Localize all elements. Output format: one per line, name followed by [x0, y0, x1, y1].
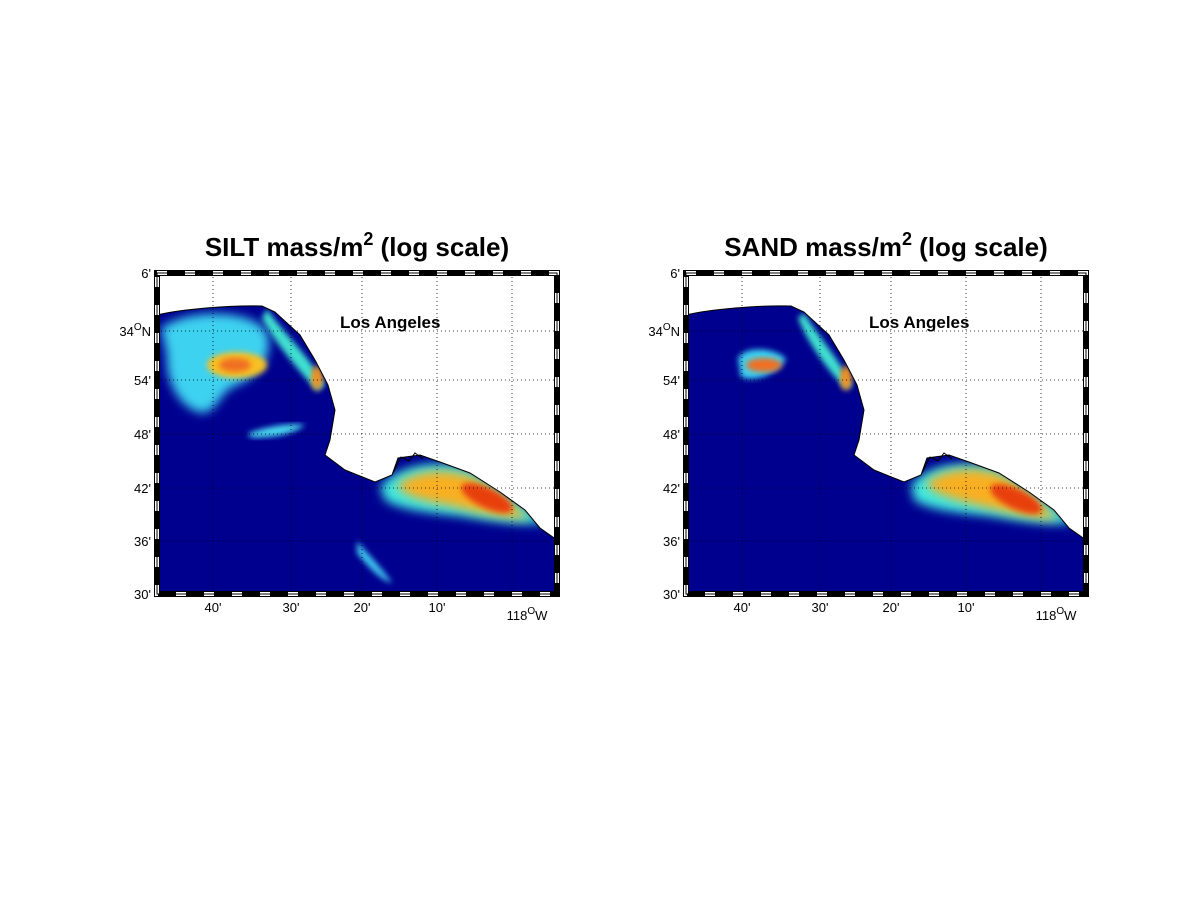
y-tick-label: 54' [134, 373, 151, 388]
plumes [161, 309, 545, 583]
x-tick-label: 20' [883, 600, 900, 615]
concentration-plume [249, 424, 305, 438]
land [157, 273, 557, 541]
plumes [738, 313, 1074, 524]
y-tick-label-text: 48' [663, 427, 680, 442]
y-tick-label-text: 36' [663, 534, 680, 549]
y-tick-label: 34ON [648, 322, 680, 339]
x-tick-label: 30' [283, 600, 300, 615]
x-tick-label-text: 30' [283, 600, 300, 615]
map-title-text: SAND mass/m [724, 232, 902, 262]
y-tick-label: 6' [670, 266, 680, 281]
concentration-plume [357, 541, 392, 583]
map-border [156, 272, 558, 595]
x-tick-label-suffix: W [1064, 608, 1077, 623]
y-tick-label: 48' [663, 427, 680, 442]
concentration-plume [840, 366, 852, 390]
y-tick-label-text: 30' [134, 587, 151, 602]
y-tick-label-text: 54' [663, 373, 680, 388]
map-area [157, 273, 557, 594]
y-tick-label: 54' [663, 373, 680, 388]
map-title-text: SILT mass/m [205, 232, 363, 262]
y-tick-label-sup: O [134, 322, 142, 333]
x-tick-label: 40' [205, 600, 222, 615]
harbor-detail [921, 452, 953, 474]
map-border [685, 272, 1087, 595]
x-tick-label-text: 20' [354, 600, 371, 615]
x-tick-label: 30' [812, 600, 829, 615]
concentration-plume [219, 358, 251, 372]
y-tick-label-sup: O [663, 322, 671, 333]
y-tick-label: 34ON [119, 322, 151, 339]
map-panel: SAND mass/m2 (log scale)Los Angeles6'34O… [648, 229, 1089, 623]
place-label: Los Angeles [869, 313, 969, 332]
y-tick-label: 48' [134, 427, 151, 442]
map-title-suffix: (log scale) [373, 232, 509, 262]
y-tick-label-text: 34 [648, 324, 662, 339]
y-tick-label-text: 6' [141, 266, 151, 281]
x-tick-label: 40' [734, 600, 751, 615]
y-tick-label-text: 48' [134, 427, 151, 442]
x-tick-label-suffix: W [535, 608, 548, 623]
concentration-plume [798, 313, 852, 389]
y-tick-label-suffix: N [142, 324, 151, 339]
map-title-suffix: (log scale) [912, 232, 1048, 262]
concentration-plume [461, 483, 513, 513]
y-tick-label-text: 34 [119, 324, 133, 339]
x-tick-label-text: 10' [429, 600, 446, 615]
concentration-plume [311, 366, 323, 390]
x-tick-label-text: 118 [507, 608, 528, 623]
harbor-detail [392, 452, 424, 474]
x-tick-label-text: 118 [1036, 608, 1057, 623]
x-tick-label: 20' [354, 600, 371, 615]
map-area [686, 273, 1086, 594]
y-tick-label: 6' [141, 266, 151, 281]
x-tick-label: 118OW [507, 606, 549, 623]
x-tick-label-text: 20' [883, 600, 900, 615]
y-tick-label: 30' [134, 587, 151, 602]
map-panel: SILT mass/m2 (log scale)Los Angeles6'34O… [119, 229, 560, 623]
x-tick-label: 118OW [1036, 606, 1078, 623]
x-tick-label-text: 30' [812, 600, 829, 615]
map-title: SAND mass/m2 (log scale) [724, 229, 1048, 262]
concentration-plume [262, 309, 325, 391]
concentration-plume [746, 358, 782, 372]
concentration-plume [990, 484, 1042, 514]
x-tick-label-sup: O [1056, 606, 1064, 617]
y-tick-label: 36' [663, 534, 680, 549]
y-tick-label-text: 30' [663, 587, 680, 602]
y-tick-label: 42' [663, 481, 680, 496]
place-label: Los Angeles [340, 313, 440, 332]
x-tick-label: 10' [429, 600, 446, 615]
land [686, 273, 1086, 541]
x-tick-label-sup: O [527, 606, 535, 617]
map-title-sup: 2 [902, 229, 912, 249]
x-tick-label: 10' [958, 600, 975, 615]
y-tick-label: 30' [663, 587, 680, 602]
map-title-sup: 2 [363, 229, 373, 249]
y-tick-label-text: 42' [663, 481, 680, 496]
y-tick-label-suffix: N [671, 324, 680, 339]
y-tick-label-text: 54' [134, 373, 151, 388]
y-tick-label-text: 42' [134, 481, 151, 496]
x-tick-label-text: 40' [734, 600, 751, 615]
y-tick-label-text: 36' [134, 534, 151, 549]
map-title: SILT mass/m2 (log scale) [205, 229, 509, 262]
y-tick-label: 36' [134, 534, 151, 549]
y-tick-label-text: 6' [670, 266, 680, 281]
x-tick-label-text: 10' [958, 600, 975, 615]
y-tick-label: 42' [134, 481, 151, 496]
x-tick-label-text: 40' [205, 600, 222, 615]
